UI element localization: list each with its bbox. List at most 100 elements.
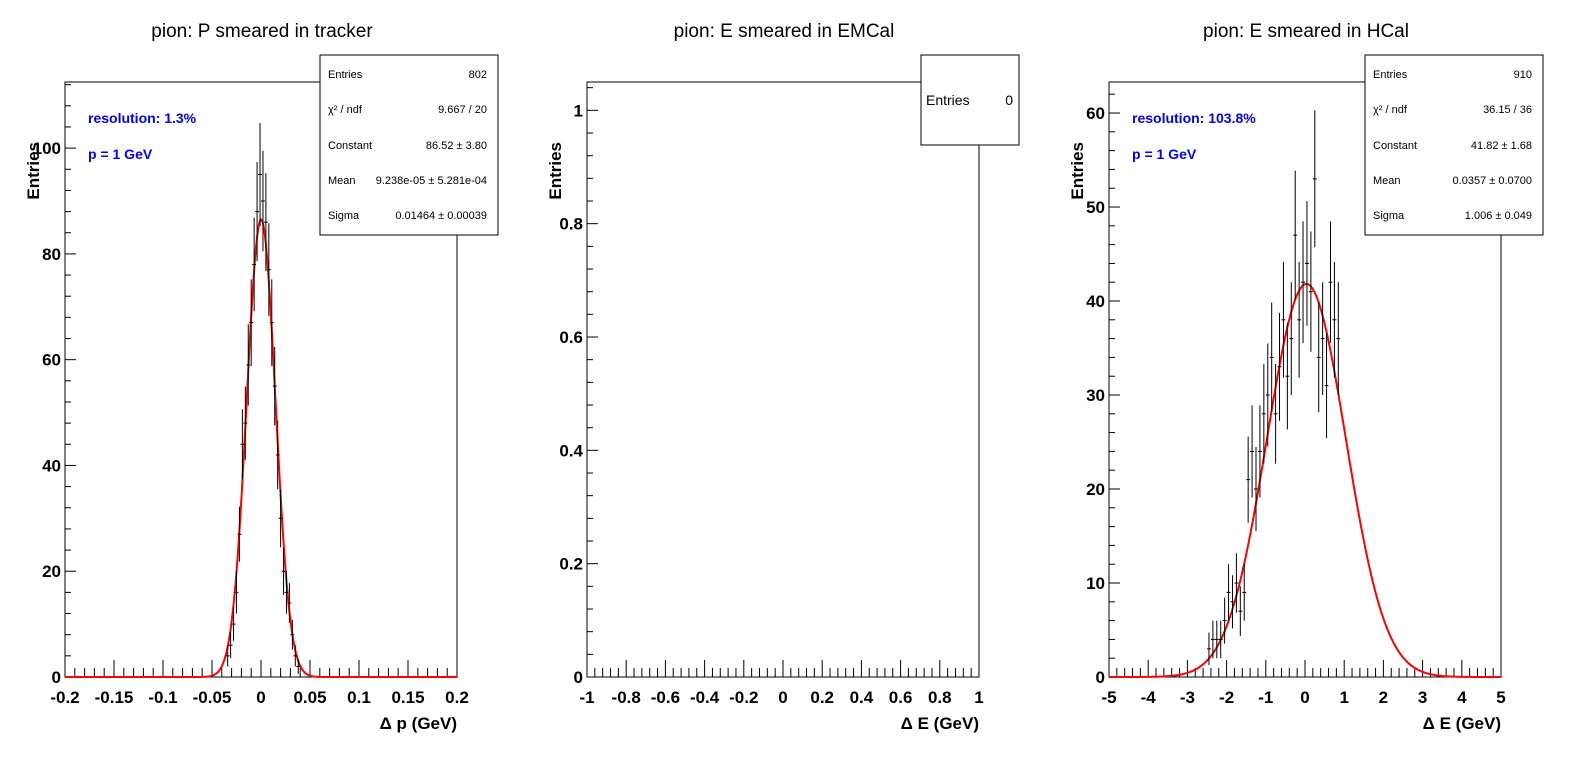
stats-label: Constant	[328, 140, 372, 152]
x-tick-label: 3	[1418, 688, 1427, 707]
momentum-annotation: p = 1 GeV	[88, 146, 153, 162]
data-point	[1234, 553, 1239, 613]
y-tick-label: 20	[1086, 480, 1105, 499]
data-point	[255, 161, 260, 262]
data-point	[258, 123, 262, 227]
data-point	[243, 386, 248, 460]
data-point	[1277, 312, 1282, 421]
y-tick-label: 40	[1086, 292, 1105, 311]
data-point	[1328, 221, 1333, 344]
data-point	[1214, 620, 1219, 659]
data-point	[1320, 282, 1325, 396]
data-point	[261, 150, 265, 252]
data-point	[237, 506, 242, 562]
stats-value: 1.006 ± 0.049	[1465, 210, 1532, 222]
data-point	[231, 607, 236, 641]
plot-area: -0.2 -0.15 -0.1 -0.05 0 0.05 0.1 0.15 0.2 0 20 40 60…	[33, 81, 469, 707]
data-point	[293, 645, 298, 667]
stats-label: χ² / ndf	[328, 104, 363, 116]
stats-label: Sigma	[1373, 210, 1405, 222]
x-tick-label: 0	[256, 688, 265, 707]
x-tick-label: -2	[1219, 688, 1234, 707]
y-tick-label: 60	[1086, 104, 1105, 123]
data-point	[1242, 564, 1247, 621]
data-point	[278, 489, 283, 548]
stats-value: 0.01464 ± 0.00039	[395, 210, 487, 222]
data-point	[249, 279, 254, 366]
y-tick-label: 1	[574, 101, 583, 120]
stats-label: Mean	[328, 175, 356, 187]
data-point	[234, 571, 239, 614]
data-point	[275, 420, 280, 490]
y-tick-label: 0	[574, 668, 583, 687]
data-point	[1332, 261, 1337, 378]
data-point	[1281, 261, 1286, 378]
data-point	[1254, 446, 1258, 532]
y-tick-label: 0.8	[559, 215, 583, 234]
x-tick-label: -0.8	[612, 688, 641, 707]
y-tick-label: 100	[33, 139, 61, 158]
y-tick-label: 60	[42, 351, 61, 370]
x-tick-label: 2	[1379, 688, 1388, 707]
y-tick-label: 0	[52, 668, 61, 687]
data-point	[281, 547, 286, 595]
data-point	[1336, 282, 1341, 396]
x-tick-label: 5	[1496, 688, 1505, 707]
x-tick-label: 0.4	[850, 688, 874, 707]
stats-value: 9.667 / 20	[438, 104, 487, 116]
x-tick-label: 0.6	[889, 688, 913, 707]
x-tick-label: -1	[579, 688, 594, 707]
data-point	[1207, 632, 1211, 666]
y-tick-label: 0	[1096, 668, 1105, 687]
x-tick-label: -1	[1258, 688, 1273, 707]
y-tick-label: 10	[1086, 574, 1105, 593]
data-point	[246, 324, 251, 406]
data-point	[1250, 405, 1255, 498]
data-point	[1269, 302, 1274, 413]
data-point	[296, 658, 301, 674]
data-point	[1312, 110, 1317, 248]
gaussian-fit-curve	[1109, 282, 1501, 678]
y-axis-label: Entries	[1068, 142, 1087, 200]
data-point	[1293, 170, 1298, 300]
data-point	[1222, 597, 1227, 644]
gaussian-fit-curve	[65, 217, 457, 678]
pad-hcal: pion: E smeared in HCal -5 -4 -3 -2 -1 0 1 2 3 4 5…	[1068, 21, 1544, 733]
data-point	[1246, 436, 1251, 523]
stats-box: Entries 802 χ² / ndf 9.667 / 20 Constant…	[319, 54, 499, 236]
data-point	[1230, 575, 1235, 629]
x-tick-label: 0.2	[810, 688, 834, 707]
stats-box: Entries 0	[920, 54, 1020, 146]
y-tick-label: 30	[1086, 386, 1105, 405]
stats-value: 41.82 ± 1.68	[1471, 140, 1532, 152]
x-tick-label: -0.15	[95, 688, 134, 707]
x-axis-label: Δ p (GeV)	[380, 714, 457, 733]
data-point	[1210, 620, 1215, 659]
data-point	[1316, 302, 1321, 413]
stats-label: Entries	[1373, 69, 1408, 81]
stats-value: 0	[1005, 92, 1013, 108]
data-point	[1257, 405, 1262, 498]
stats-value: 9.238e-05 ± 5.281e-04	[376, 175, 487, 187]
x-tick-label: -4	[1141, 688, 1157, 707]
data-point	[1289, 282, 1294, 396]
pad-emcal: pion: E smeared in EMCal -1 -0.8 -0.6 -0.4-…	[546, 21, 1020, 733]
data-point	[1226, 564, 1231, 621]
data-point	[284, 571, 289, 614]
data-point	[272, 346, 277, 426]
y-tick-label: 0.4	[559, 441, 583, 460]
x-tick-label: 0.1	[347, 688, 371, 707]
data-point	[252, 217, 257, 312]
pad-tracker: pion: P smeared in tracker -0.2 -0.15 -0.1…	[24, 21, 499, 733]
x-axis-label: Δ E (GeV)	[901, 714, 979, 733]
data-point	[287, 583, 292, 623]
chart-title: pion: E smeared in HCal	[1203, 21, 1409, 42]
data-point	[1301, 221, 1305, 344]
stats-value: 0.0357 ± 0.0700	[1453, 175, 1532, 187]
stats-box: Entries 910 χ² / ndf 36.15 / 36 Constant…	[1364, 54, 1544, 236]
data-point	[1285, 323, 1290, 430]
plot-frame	[586, 81, 980, 678]
stats-value: 910	[1514, 69, 1532, 81]
x-tick-label: 0.05	[293, 688, 326, 707]
data-point	[225, 645, 230, 667]
